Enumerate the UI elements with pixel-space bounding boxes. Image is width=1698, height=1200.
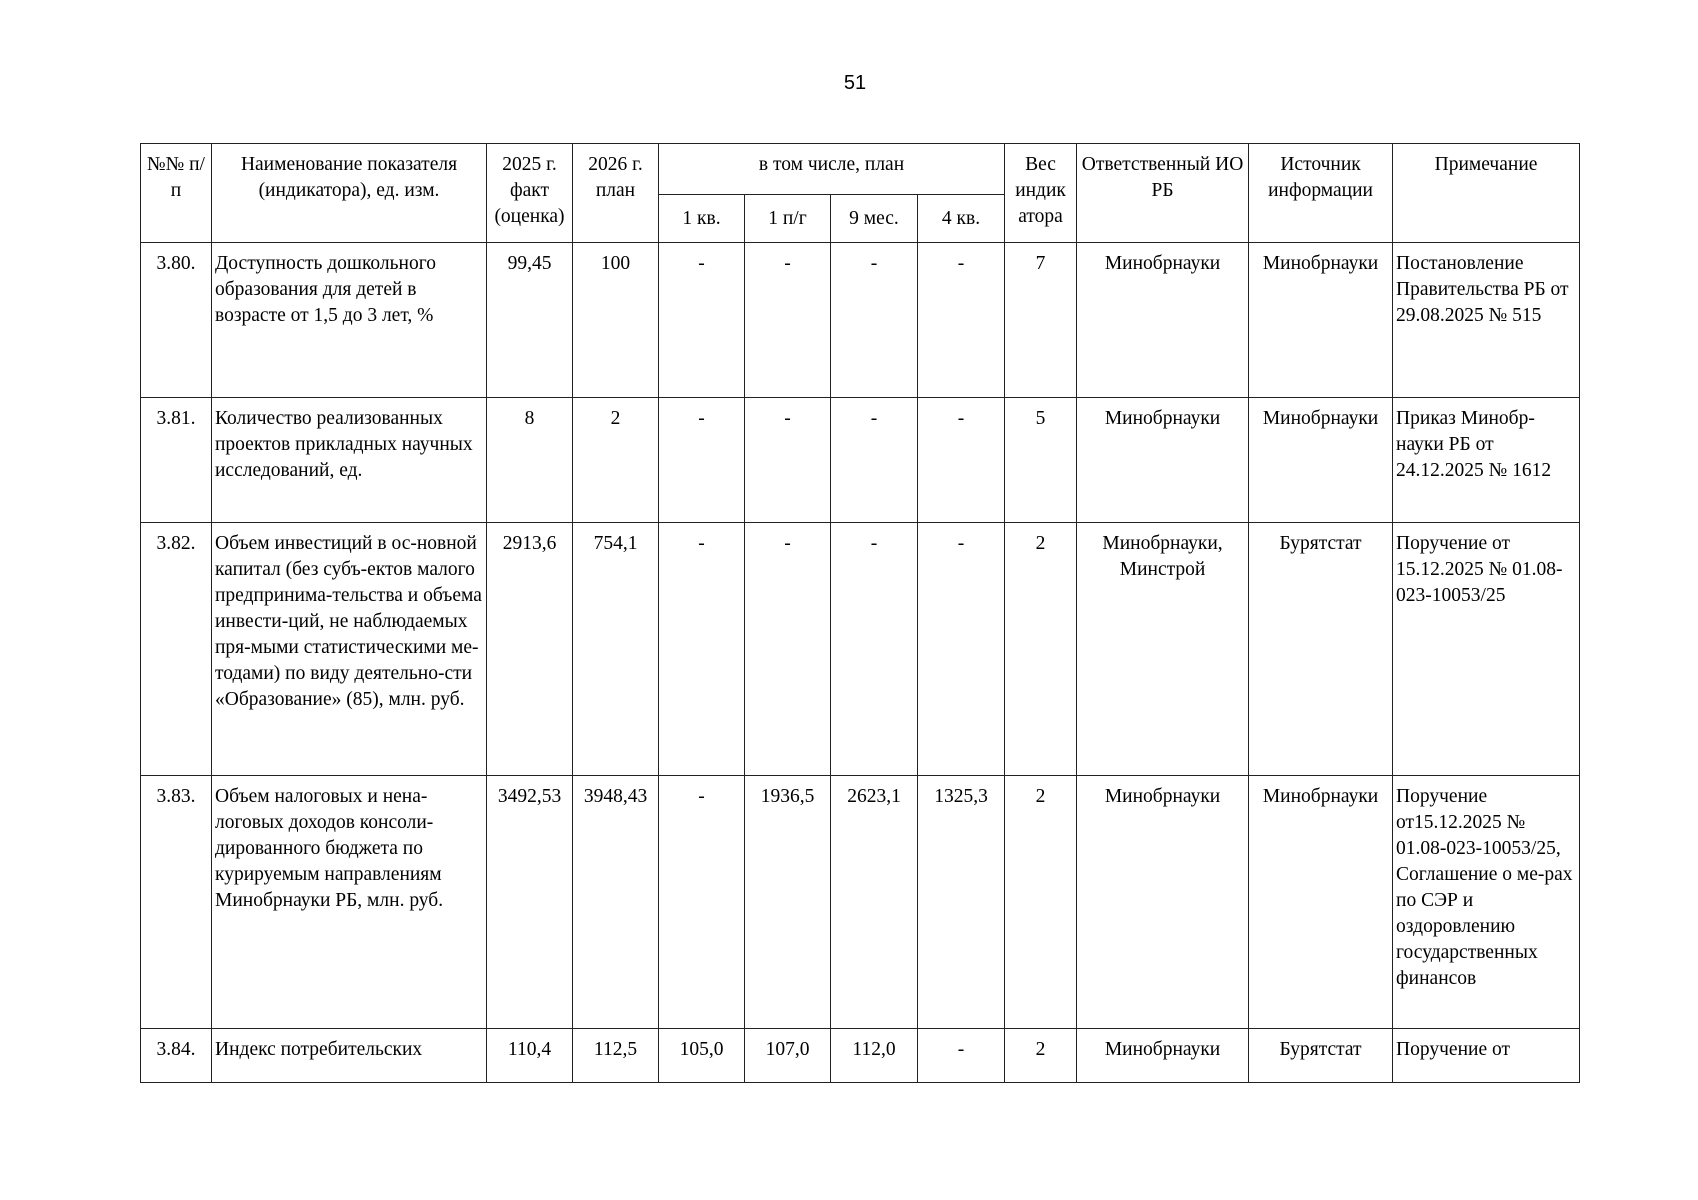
cell-q4: - xyxy=(916,397,1006,523)
cell-fact: 8 xyxy=(486,397,573,523)
cell-weight: 5 xyxy=(1004,397,1078,523)
table-row: 3.81. Количество реализованных проектов п… xyxy=(140,397,1581,523)
header-q1: 1 кв. xyxy=(658,194,745,243)
cell-plan: 100 xyxy=(572,242,659,398)
cell-name: Объем налоговых и нена-логовых доходов к… xyxy=(211,775,487,1029)
header-h1: 1 п/г xyxy=(744,194,831,243)
header-plan-2026: 2026 г. план xyxy=(572,143,659,243)
cell-plan: 2 xyxy=(572,397,659,523)
cell-weight: 7 xyxy=(1004,242,1078,398)
cell-responsible: Минобрнауки xyxy=(1076,775,1250,1029)
table-row: 3.83. Объем налоговых и нена-логовых дохо… xyxy=(140,775,1581,1029)
header-name: Наименование показателя (индикатора), ед… xyxy=(211,143,487,243)
cell-num: 3.84. xyxy=(140,1028,212,1083)
cell-q4: - xyxy=(916,1028,1006,1083)
cell-h1: 1936,5 xyxy=(744,775,831,1029)
cell-h1: - xyxy=(744,397,831,523)
cell-source: Бурятстат xyxy=(1248,1028,1394,1083)
header-9m: 9 мес. xyxy=(830,194,918,243)
cell-responsible: Минобрнауки, Минстрой xyxy=(1076,522,1250,776)
cell-note: Поручение от15.12.2025 № 01.08-023-10053… xyxy=(1392,775,1581,1029)
cell-responsible: Минобрнауки xyxy=(1076,397,1250,523)
cell-q4: - xyxy=(916,522,1006,776)
cell-q1: - xyxy=(658,522,745,776)
cell-responsible: Минобрнауки xyxy=(1076,242,1250,398)
indicators-table: №№ п/п Наименование показателя (индикато… xyxy=(140,143,1581,1083)
cell-q1: - xyxy=(658,775,745,1029)
cell-q4: - xyxy=(916,242,1006,398)
cell-source: Минобрнауки xyxy=(1248,242,1394,398)
header-q4: 4 кв. xyxy=(916,194,1006,243)
cell-h1: 107,0 xyxy=(744,1028,831,1083)
cell-note: Поручение от xyxy=(1392,1028,1581,1083)
cell-num: 3.81. xyxy=(140,397,212,523)
cell-source: Минобрнауки xyxy=(1248,775,1394,1029)
cell-weight: 2 xyxy=(1004,522,1078,776)
header-weight: Вес индик атора xyxy=(1004,143,1078,243)
page-number: 51 xyxy=(843,72,867,94)
cell-h1: - xyxy=(744,522,831,776)
cell-q1: - xyxy=(658,397,745,523)
cell-note: Поручение от 15.12.2025 № 01.08-023-1005… xyxy=(1392,522,1581,776)
cell-responsible: Минобрнауки xyxy=(1076,1028,1250,1083)
cell-h1: - xyxy=(744,242,831,398)
cell-q4: 1325,3 xyxy=(916,775,1006,1029)
header-note: Примечание xyxy=(1392,143,1581,243)
cell-note: Приказ Минобр-науки РБ от 24.12.2025 № 1… xyxy=(1392,397,1581,523)
cell-num: 3.80. xyxy=(140,242,212,398)
header-fact-2025: 2025 г. факт (оценка) xyxy=(486,143,573,243)
cell-name: Доступность дошкольного образования для … xyxy=(211,242,487,398)
cell-plan: 754,1 xyxy=(572,522,659,776)
cell-num: 3.83. xyxy=(140,775,212,1029)
cell-fact: 3492,53 xyxy=(486,775,573,1029)
header-num: №№ п/п xyxy=(140,143,212,243)
table-row: 3.80. Доступность дошкольного образования… xyxy=(140,242,1581,398)
cell-fact: 2913,6 xyxy=(486,522,573,776)
cell-plan: 3948,43 xyxy=(572,775,659,1029)
cell-weight: 2 xyxy=(1004,775,1078,1029)
table-row: 3.82. Объем инвестиций в ос-новной капита… xyxy=(140,522,1581,776)
cell-name: Количество реализованных проектов прикла… xyxy=(211,397,487,523)
cell-source: Минобрнауки xyxy=(1248,397,1394,523)
cell-m9: - xyxy=(830,397,918,523)
cell-q1: 105,0 xyxy=(658,1028,745,1083)
cell-fact: 99,45 xyxy=(486,242,573,398)
header-responsible: Ответственный ИО РБ xyxy=(1076,143,1250,243)
header-source: Источник информации xyxy=(1248,143,1394,243)
cell-q1: - xyxy=(658,242,745,398)
cell-m9: 112,0 xyxy=(830,1028,918,1083)
cell-m9: 2623,1 xyxy=(830,775,918,1029)
table-row: 3.84. Индекс потребительских 110,4 112,5 105… xyxy=(140,1028,1581,1083)
cell-m9: - xyxy=(830,242,918,398)
cell-name: Индекс потребительских xyxy=(211,1028,487,1083)
header-incl-plan: в том числе, план xyxy=(657,143,1006,195)
cell-name: Объем инвестиций в ос-новной капитал (бе… xyxy=(211,522,487,776)
cell-source: Бурятстат xyxy=(1248,522,1394,776)
cell-fact: 110,4 xyxy=(486,1028,573,1083)
cell-plan: 112,5 xyxy=(572,1028,659,1083)
cell-note: Постановление Правительства РБ от 29.08.… xyxy=(1392,242,1581,398)
cell-weight: 2 xyxy=(1004,1028,1078,1083)
cell-num: 3.82. xyxy=(140,522,212,776)
cell-m9: - xyxy=(830,522,918,776)
